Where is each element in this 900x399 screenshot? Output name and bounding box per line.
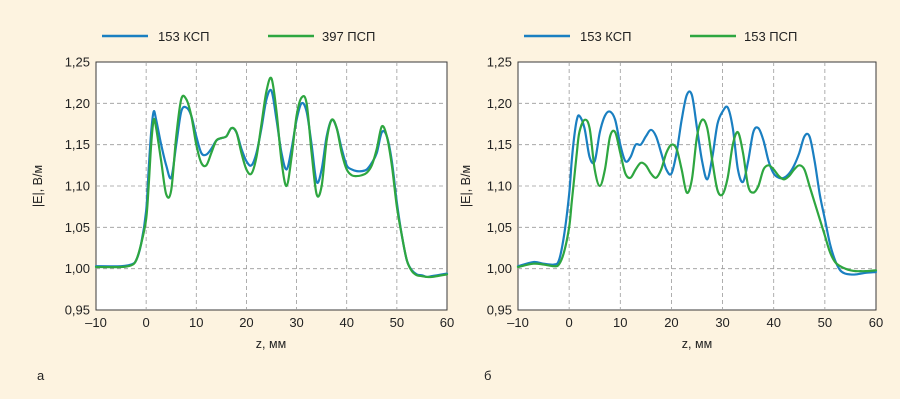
x-tick-label-a-4: 30 bbox=[289, 315, 303, 330]
series-line-a-1 bbox=[94, 76, 449, 279]
x-tick-label-a-3: 20 bbox=[239, 315, 253, 330]
legend-label-a-0: 153 КСП bbox=[158, 29, 209, 44]
x-axis-label-b: z, мм bbox=[682, 337, 712, 351]
y-tick-label-a-5: 1,20 bbox=[65, 96, 90, 111]
y-tick-label-b-1: 1,00 bbox=[487, 261, 512, 276]
chart-panel-a: –10 0 10 20 30 40 50 60 0,95 1,00 1,05 1,10 1,15 1,20… bbox=[31, 29, 454, 383]
y-tick-label-b-5: 1,20 bbox=[487, 96, 512, 111]
x-tick-label-b-7: 60 bbox=[869, 315, 883, 330]
series-line-b-1 bbox=[516, 118, 878, 273]
series-group-b bbox=[516, 90, 878, 276]
y-tick-label-b-0: 0,95 bbox=[487, 303, 512, 318]
x-axis-label-a: z, мм bbox=[256, 337, 286, 351]
y-tick-label-b-4: 1,15 bbox=[487, 137, 512, 152]
y-tick-label-b-2: 1,05 bbox=[487, 220, 512, 235]
series-group-a bbox=[94, 76, 449, 279]
ticks-b: –10 0 10 20 30 40 50 60 0,95 1,00 1,05 1,10 1,15 1,20… bbox=[487, 55, 884, 331]
panel-label-a: а bbox=[37, 368, 45, 383]
y-axis-label-a: |E|, В/м bbox=[31, 165, 45, 207]
y-tick-label-a-4: 1,15 bbox=[65, 137, 90, 152]
x-tick-label-a-1: 0 bbox=[143, 315, 150, 330]
legend-label-a-1: 397 ПСП bbox=[322, 29, 375, 44]
x-tick-label-b-0: –10 bbox=[507, 315, 529, 330]
legend-a: 153 КСП 397 ПСП bbox=[102, 29, 375, 44]
ticks-a: –10 0 10 20 30 40 50 60 0,95 1,00 1,05 1,10 1,15 1,20… bbox=[65, 55, 455, 331]
chart-panel-b: –10 0 10 20 30 40 50 60 0,95 1,00 1,05 1,10 1,15 1,20… bbox=[459, 29, 883, 383]
x-tick-label-a-5: 40 bbox=[339, 315, 353, 330]
y-tick-label-a-2: 1,05 bbox=[65, 220, 90, 235]
y-tick-label-b-3: 1,10 bbox=[487, 179, 512, 194]
x-tick-label-a-2: 10 bbox=[189, 315, 203, 330]
grid-a bbox=[96, 62, 447, 310]
panel-label-b: б bbox=[484, 368, 491, 383]
y-tick-label-a-1: 1,00 bbox=[65, 261, 90, 276]
legend-label-b-0: 153 КСП bbox=[580, 29, 631, 44]
y-tick-label-a-3: 1,10 bbox=[65, 179, 90, 194]
legend-b: 153 КСП 153 ПСП bbox=[524, 29, 797, 44]
x-tick-label-b-3: 20 bbox=[664, 315, 678, 330]
y-axis-label-b: |E|, В/м bbox=[459, 165, 473, 207]
x-tick-label-b-5: 40 bbox=[766, 315, 780, 330]
x-tick-label-b-4: 30 bbox=[715, 315, 729, 330]
x-tick-label-b-2: 10 bbox=[613, 315, 627, 330]
x-tick-label-a-6: 50 bbox=[390, 315, 404, 330]
y-tick-label-a-0: 0,95 bbox=[65, 303, 90, 318]
x-tick-label-b-1: 0 bbox=[566, 315, 573, 330]
series-line-b-0 bbox=[516, 90, 878, 276]
y-tick-label-b-6: 1,25 bbox=[487, 55, 512, 70]
legend-label-b-1: 153 ПСП bbox=[744, 29, 797, 44]
x-tick-label-a-7: 60 bbox=[440, 315, 454, 330]
x-tick-label-a-0: –10 bbox=[85, 315, 107, 330]
y-tick-label-a-6: 1,25 bbox=[65, 55, 90, 70]
x-tick-label-b-6: 50 bbox=[818, 315, 832, 330]
